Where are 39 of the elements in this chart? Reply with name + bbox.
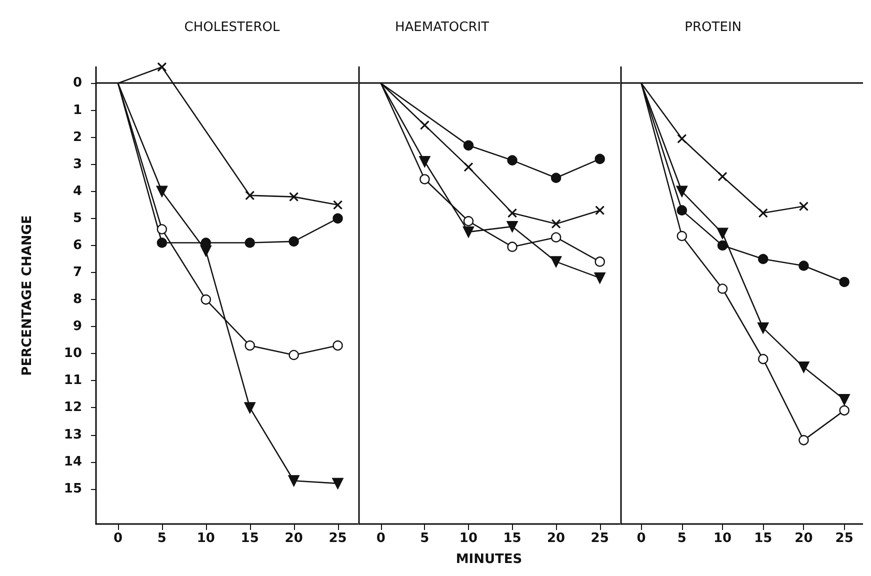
y-axis-title: PERCENTAGE CHANGE — [20, 215, 35, 376]
y-tick-label: 15 — [64, 481, 82, 496]
y-tick-label: 13 — [64, 427, 82, 442]
x-tick-label: 10 — [713, 531, 732, 546]
x-tick-label: 20 — [284, 531, 303, 546]
x-tick-label: 5 — [677, 531, 686, 546]
y-tick-label: 3 — [72, 156, 82, 172]
chart-title: CHOLESTEROL — [184, 20, 280, 35]
x-tick-label: 10 — [459, 531, 478, 546]
x-tick-label: 0 — [113, 531, 123, 546]
x-tick-label: 20 — [547, 531, 566, 546]
x-tick-label: 15 — [754, 531, 772, 546]
x-tick-label: 0 — [376, 531, 386, 546]
y-tick-label: 2 — [72, 130, 82, 145]
y-tick-label: 6 — [72, 238, 82, 253]
x-tick-label: 10 — [196, 531, 215, 546]
y-tick-label: 7 — [72, 265, 82, 280]
y-tick-label: 8 — [72, 292, 82, 308]
y-tick-label: 0 — [72, 76, 82, 91]
y-tick-label: 12 — [64, 400, 82, 416]
x-tick-label: 0 — [636, 531, 646, 546]
y-tick-label: 9 — [72, 319, 82, 334]
y-tick-label: 4 — [72, 184, 82, 199]
x-tick-label: 25 — [328, 531, 347, 546]
y-tick-label: 10 — [64, 346, 82, 362]
chart-title: PROTEIN — [684, 20, 742, 35]
x-tick-label: 15 — [503, 531, 522, 546]
x-tick-label: 5 — [420, 531, 430, 546]
y-tick-label: 11 — [64, 373, 82, 388]
x-tick-label: 20 — [794, 531, 813, 546]
y-tick-label: 5 — [72, 210, 82, 226]
x-tick-label: 15 — [240, 531, 259, 546]
x-tick-label: 25 — [590, 531, 609, 546]
x-tick-label: 5 — [157, 531, 166, 546]
chart-title: HAEMATOCRIT — [394, 20, 490, 35]
y-tick-label: 14 — [64, 454, 82, 470]
x-axis-title: MINUTES — [456, 552, 522, 567]
y-tick-label: 1 — [72, 102, 82, 118]
x-tick-label: 25 — [835, 531, 854, 546]
